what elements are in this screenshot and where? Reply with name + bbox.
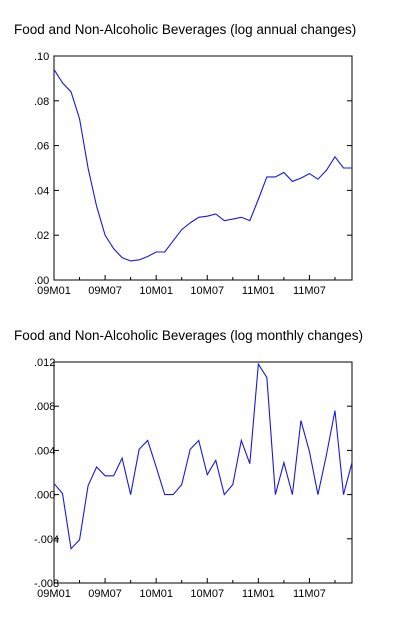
monthly-x-tick-label: 11M01 bbox=[242, 588, 275, 600]
monthly-series-line bbox=[53, 362, 353, 550]
annual-x-tick-label: 10M07 bbox=[190, 285, 224, 297]
annual-y-tick-label: .04 bbox=[34, 185, 49, 197]
annual-y-tick-label: .00 bbox=[34, 275, 49, 287]
monthly-x-tick-label: 10M07 bbox=[190, 588, 224, 600]
monthly-plot-frame bbox=[53, 361, 353, 584]
annual-y-tick-label: .08 bbox=[34, 96, 49, 108]
monthly-y-tick-label: .008 bbox=[34, 401, 55, 413]
annual-series-line bbox=[53, 69, 352, 262]
annual-x-tick-label: 09M07 bbox=[88, 285, 122, 297]
chart-title-annual: Food and Non-Alcoholic Beverages (log an… bbox=[14, 22, 357, 37]
annual-x-tick-label: 10M01 bbox=[139, 285, 173, 297]
monthly-y-tick-label: .012 bbox=[34, 357, 55, 369]
annual-y-tick-label: .10 bbox=[34, 51, 49, 63]
annual-x-tick-label: 09M01 bbox=[37, 285, 71, 297]
annual-x-tick-label: 11M01 bbox=[242, 285, 275, 297]
monthly-y-tick-label: -.004 bbox=[34, 534, 59, 546]
monthly-x-tick-label: 09M07 bbox=[88, 588, 122, 600]
monthly-x-tick-label: 09M01 bbox=[37, 588, 71, 600]
annual-y-tick-label: .02 bbox=[34, 230, 49, 242]
chart-title-monthly: Food and Non-Alcoholic Beverages (log mo… bbox=[14, 328, 363, 343]
monthly-y-tick-label: .004 bbox=[34, 445, 55, 457]
monthly-y-tick-label: -.008 bbox=[34, 578, 59, 590]
annual-x-tick-label: 11M07 bbox=[293, 285, 326, 297]
monthly-x-tick-label: 10M01 bbox=[139, 588, 173, 600]
monthly-y-tick-label: .000 bbox=[34, 490, 55, 502]
monthly-x-tick-label: 11M07 bbox=[293, 588, 326, 600]
annual-y-tick-label: .06 bbox=[34, 141, 49, 153]
